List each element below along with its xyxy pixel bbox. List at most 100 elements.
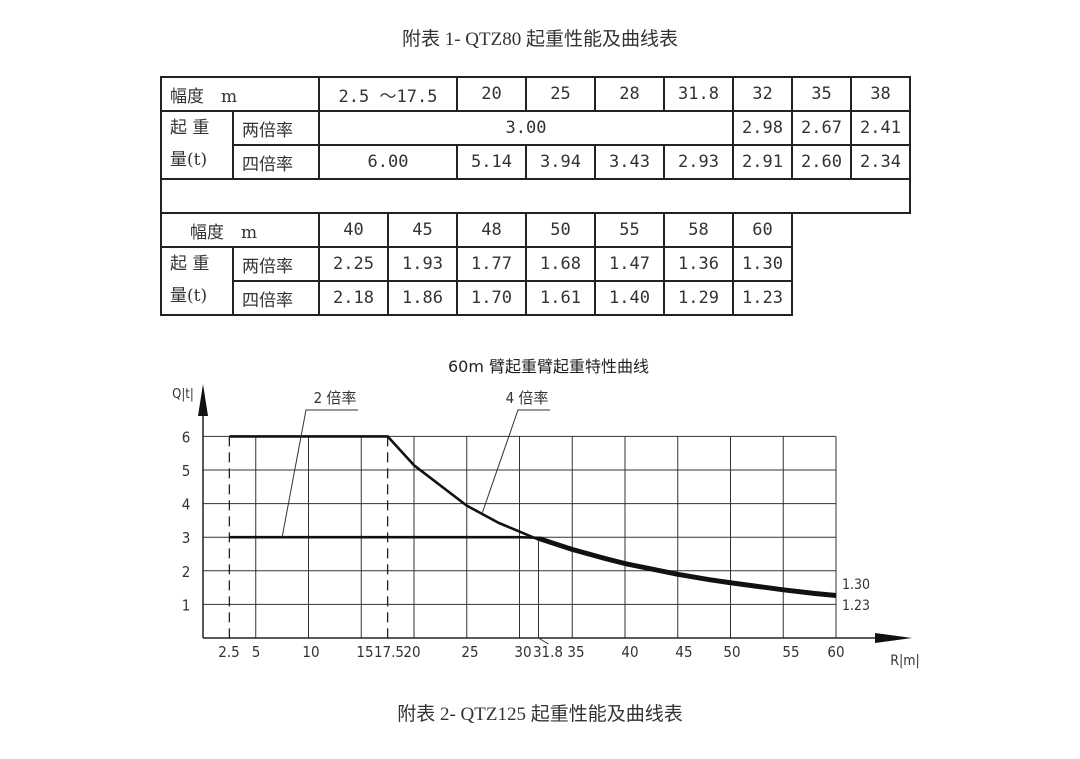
four-fall-annotation: 4 倍率 [506,389,549,407]
y-tick-label: 5 [182,462,191,480]
spacer-row [160,178,911,214]
y-axis-arrow-icon [198,384,208,416]
two-fall-leader [281,409,358,538]
x-tick-label: 30 [514,643,531,661]
empty-cell [791,247,910,281]
load-label: 起 重 量(t) [160,110,234,180]
two-fall-row-2: 起 重 量(t) 两倍率 2.25 1.93 1.77 1.68 1.47 1.… [160,246,910,316]
four-fall-curve [229,435,837,598]
chart-title: 60m 臂起重臂起重特性曲线 [448,357,649,376]
load-cell: 2.41 [850,110,911,146]
x-tick-label: 40 [621,643,638,661]
chart-curves [229,435,837,598]
y-tick-label: 2 [182,563,191,581]
end-value-4-fall: 1.23 [842,598,870,614]
four-fall-label: 四倍率 [232,280,320,316]
y-tick-label: 4 [182,496,191,514]
x-tick-label: 35 [567,643,584,661]
load-cell: 2.60 [791,144,852,180]
radius-cell: 55 [594,212,665,248]
y-tick-label: 3 [182,529,191,547]
load-cell: 2.91 [732,144,793,180]
load-cell: 2.98 [732,110,793,146]
load-capacity-table: 幅度 m 2.5 ～17.5 20 25 28 31.8 32 35 38 起 … [160,76,911,316]
radius-cell: 58 [663,212,734,248]
x-tick-label: 20 [403,643,420,661]
table1-caption: 附表 1- QTZ80 起重性能及曲线表 [401,29,678,50]
x-axis-label: R|m| [890,653,920,669]
radius-cell: 40 [318,212,389,248]
load-label-line2: 量(t) [170,286,208,306]
load-cell: 1.70 [456,280,527,316]
load-cell: 1.47 [594,246,665,282]
x-tick-label: 15 [356,643,373,661]
radius-cell: 28 [594,76,665,112]
chart-axes [198,384,912,643]
two-fall-annotation: 2 倍率 [314,389,357,407]
load-label-line1: 起 重 [170,118,210,138]
load-cell: 1.40 [594,280,665,316]
x-tick-label: 31.8 [533,643,563,661]
x-tick-label: 45 [675,643,692,661]
load-cell: 1.36 [663,246,734,282]
two-fall-merged: 3.00 [318,110,734,146]
radius-cell: 32 [732,76,793,112]
radius-row-1: 幅度 m 2.5 ～17.5 20 25 28 31.8 32 35 38 [160,76,911,112]
four-fall-row-1: 四倍率 6.00 5.14 3.94 3.43 2.93 2.91 2.60 2… [161,144,911,180]
load-cell: 2.18 [318,280,389,316]
x-tick-label: 50 [723,643,740,661]
x-tick-label: 5 [252,643,261,661]
load-cell: 1.93 [387,246,458,282]
radius-cell: 48 [456,212,527,248]
load-cell: 6.00 [318,144,458,180]
x-tick-label: 25 [461,643,478,661]
empty-cell [791,213,910,247]
x-axis-arrow-icon [875,633,912,643]
x-tick-label: 10 [302,643,319,661]
radius-cell: 35 [791,76,852,112]
empty-cell [791,281,910,315]
load-cell: 1.29 [663,280,734,316]
leader-31-8 [538,637,549,645]
load-cell: 1.86 [387,280,458,316]
load-cell: 1.30 [732,246,793,282]
load-cell: 2.34 [850,144,911,180]
radius-cell: 2.5 ～17.5 [318,76,458,112]
spacer-cell [160,178,911,214]
load-label: 起 重 量(t) [160,246,234,316]
two-fall-row-1: 起 重 量(t) 两倍率 3.00 2.98 2.67 2.41 [160,110,911,180]
four-fall-row-2: 四倍率 2.18 1.86 1.70 1.61 1.40 1.29 1.23 [161,280,910,316]
x-tick-label: 2.5 [218,643,239,661]
load-cell: 2.25 [318,246,389,282]
two-fall-label: 两倍率 [232,246,320,282]
load-cell: 5.14 [456,144,527,180]
radius-cell: 20 [456,76,527,112]
y-tick-label: 6 [182,428,191,446]
radius-row-2: 幅度 m 40 45 48 50 55 58 60 [160,212,910,248]
radius-cell: 25 [525,76,596,112]
radius-cell: 45 [387,212,458,248]
amplitude-label: 幅度 m [160,212,320,248]
load-cell: 3.43 [594,144,665,180]
radius-cell: 38 [850,76,911,112]
load-cell: 2.93 [663,144,734,180]
radius-cell: 31.8 [663,76,734,112]
x-tick-label: 60 [827,643,844,661]
x-tick-label: 55 [782,643,799,661]
chart-grid [203,435,837,642]
load-cell: 1.61 [525,280,596,316]
load-cell: 1.23 [732,280,793,316]
two-fall-label: 两倍率 [232,110,320,146]
four-fall-label: 四倍率 [232,144,320,180]
four-fall-leader [481,409,550,514]
radius-cell: 50 [525,212,596,248]
y-tick-label: 1 [182,596,191,614]
y-axis-label: Q|t| [172,387,194,402]
radius-cell: 60 [732,212,793,248]
load-cell: 2.67 [791,110,852,146]
end-value-2-fall: 1.30 [842,577,870,593]
load-cell: 1.68 [525,246,596,282]
load-label-line2: 量(t) [170,150,208,170]
